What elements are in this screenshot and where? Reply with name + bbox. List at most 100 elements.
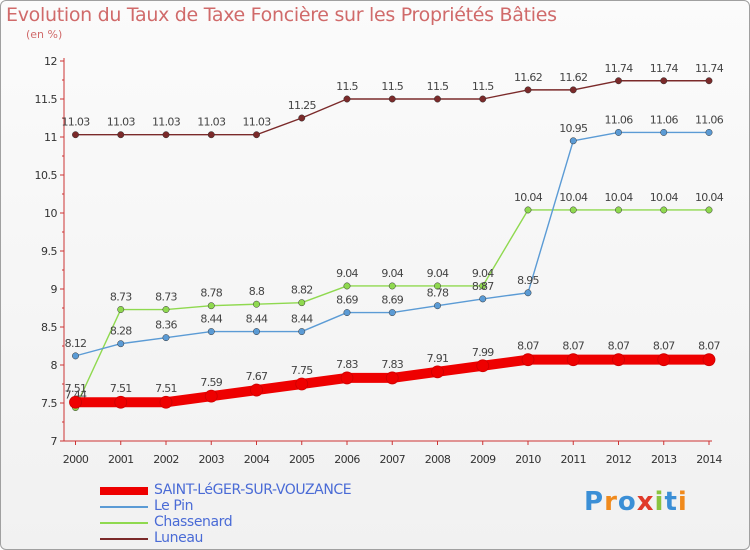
- data-label: 10.95: [559, 122, 588, 135]
- data-point: [298, 299, 306, 307]
- data-label: 7.51: [110, 382, 132, 395]
- data-label: 7.51: [155, 382, 177, 395]
- logo-letter: i: [677, 487, 688, 517]
- data-point: [521, 353, 535, 367]
- data-label: 11.5: [381, 80, 403, 93]
- data-point: [705, 206, 713, 214]
- data-label: 8.07: [562, 340, 584, 353]
- data-point: [388, 95, 396, 103]
- data-point: [705, 77, 713, 85]
- data-point: [615, 128, 622, 136]
- data-label: 8.36: [155, 319, 177, 332]
- x-tick-label: 2013: [651, 453, 677, 466]
- data-point: [343, 95, 351, 103]
- y-tick-label: 10.5: [35, 169, 58, 182]
- data-label: 11.06: [650, 113, 679, 126]
- logo-letter: i: [654, 487, 665, 517]
- y-tick-label: 7.5: [41, 397, 57, 410]
- data-point: [660, 206, 668, 214]
- data-label: 11.03: [107, 116, 136, 129]
- data-point: [385, 371, 399, 385]
- data-point: [159, 395, 173, 409]
- data-label: 11.06: [695, 113, 724, 126]
- data-label: 8.07: [653, 340, 675, 353]
- chart-subtitle: (en %): [26, 28, 63, 41]
- y-tick-label: 11.5: [35, 93, 58, 106]
- x-tick-label: 2014: [696, 453, 722, 466]
- data-point: [117, 306, 125, 313]
- y-tick-label: 11: [44, 131, 57, 144]
- x-tick-label: 2007: [379, 453, 405, 466]
- data-label: 10.04: [514, 191, 543, 204]
- x-tick-label: 2001: [108, 453, 134, 466]
- data-label: 8.69: [336, 294, 358, 307]
- x-tick-label: 2003: [198, 453, 224, 466]
- data-label: 8.07: [698, 340, 720, 353]
- data-point: [431, 365, 444, 379]
- data-label: 9.04: [381, 267, 403, 280]
- data-point: [705, 128, 713, 136]
- x-tick-label: 2005: [289, 453, 315, 466]
- data-point: [340, 371, 354, 385]
- data-label: 9.04: [427, 267, 449, 280]
- data-label: 11.5: [427, 80, 449, 93]
- data-label: 7.75: [291, 364, 313, 377]
- data-label: 8.82: [291, 284, 313, 297]
- data-point: [702, 353, 716, 367]
- logo-letter: o: [617, 487, 637, 517]
- data-point: [250, 383, 263, 397]
- data-point: [162, 131, 170, 139]
- data-label: 7.83: [336, 358, 358, 371]
- data-point: [569, 206, 577, 214]
- data-point: [343, 309, 351, 317]
- legend-swatch-saint-leger: [100, 487, 148, 495]
- data-label: 11.03: [62, 116, 91, 129]
- data-point: [117, 340, 125, 348]
- data-point: [204, 389, 218, 403]
- legend-swatch-le-pin: [100, 506, 148, 508]
- data-point: [476, 359, 490, 373]
- data-point: [434, 95, 441, 103]
- data-point: [524, 206, 532, 214]
- logo-letter: x: [636, 487, 655, 517]
- data-point: [479, 295, 487, 303]
- proxiti-logo: Proxiti: [584, 487, 688, 517]
- legend-swatch-luneau: [100, 538, 148, 540]
- data-label: 8.44: [291, 313, 313, 326]
- data-label: 11.03: [243, 116, 272, 129]
- x-tick-label: 2009: [470, 453, 496, 466]
- data-label: 11.74: [650, 62, 679, 75]
- data-point: [434, 302, 441, 310]
- y-tick-label: 9: [51, 283, 58, 296]
- data-label: 8.44: [200, 313, 222, 326]
- y-tick-label: 7: [51, 435, 58, 448]
- y-tick-label: 10: [44, 207, 57, 220]
- data-point: [615, 206, 622, 214]
- data-point: [117, 131, 125, 139]
- legend-swatch-chassenard: [100, 522, 148, 524]
- y-tick-label: 12: [44, 55, 57, 68]
- data-point: [479, 95, 487, 103]
- data-label: 10.04: [605, 191, 634, 204]
- data-label: 11.74: [695, 62, 724, 75]
- data-label: 11.5: [336, 80, 358, 93]
- x-tick-label: 2008: [425, 453, 451, 466]
- data-point: [566, 353, 580, 367]
- data-label: 8.95: [517, 274, 539, 287]
- data-point: [479, 282, 487, 290]
- data-label: 7.59: [200, 376, 222, 389]
- data-label: 7.83: [381, 358, 403, 371]
- legend-label: SAINT-LéGER-SUR-VOUZANCE: [154, 482, 352, 498]
- data-label: 11.62: [514, 71, 542, 84]
- data-point: [207, 131, 215, 139]
- data-point: [72, 131, 79, 139]
- data-point: [207, 328, 215, 336]
- logo-letter: t: [664, 487, 678, 517]
- y-tick-label: 8.5: [41, 321, 57, 334]
- data-point: [69, 395, 82, 409]
- legend-label: Le Pin: [154, 498, 194, 514]
- data-point: [569, 86, 577, 94]
- data-label: 11.03: [197, 116, 226, 129]
- data-label: 11.62: [559, 71, 587, 84]
- data-label: 7.51: [65, 382, 87, 395]
